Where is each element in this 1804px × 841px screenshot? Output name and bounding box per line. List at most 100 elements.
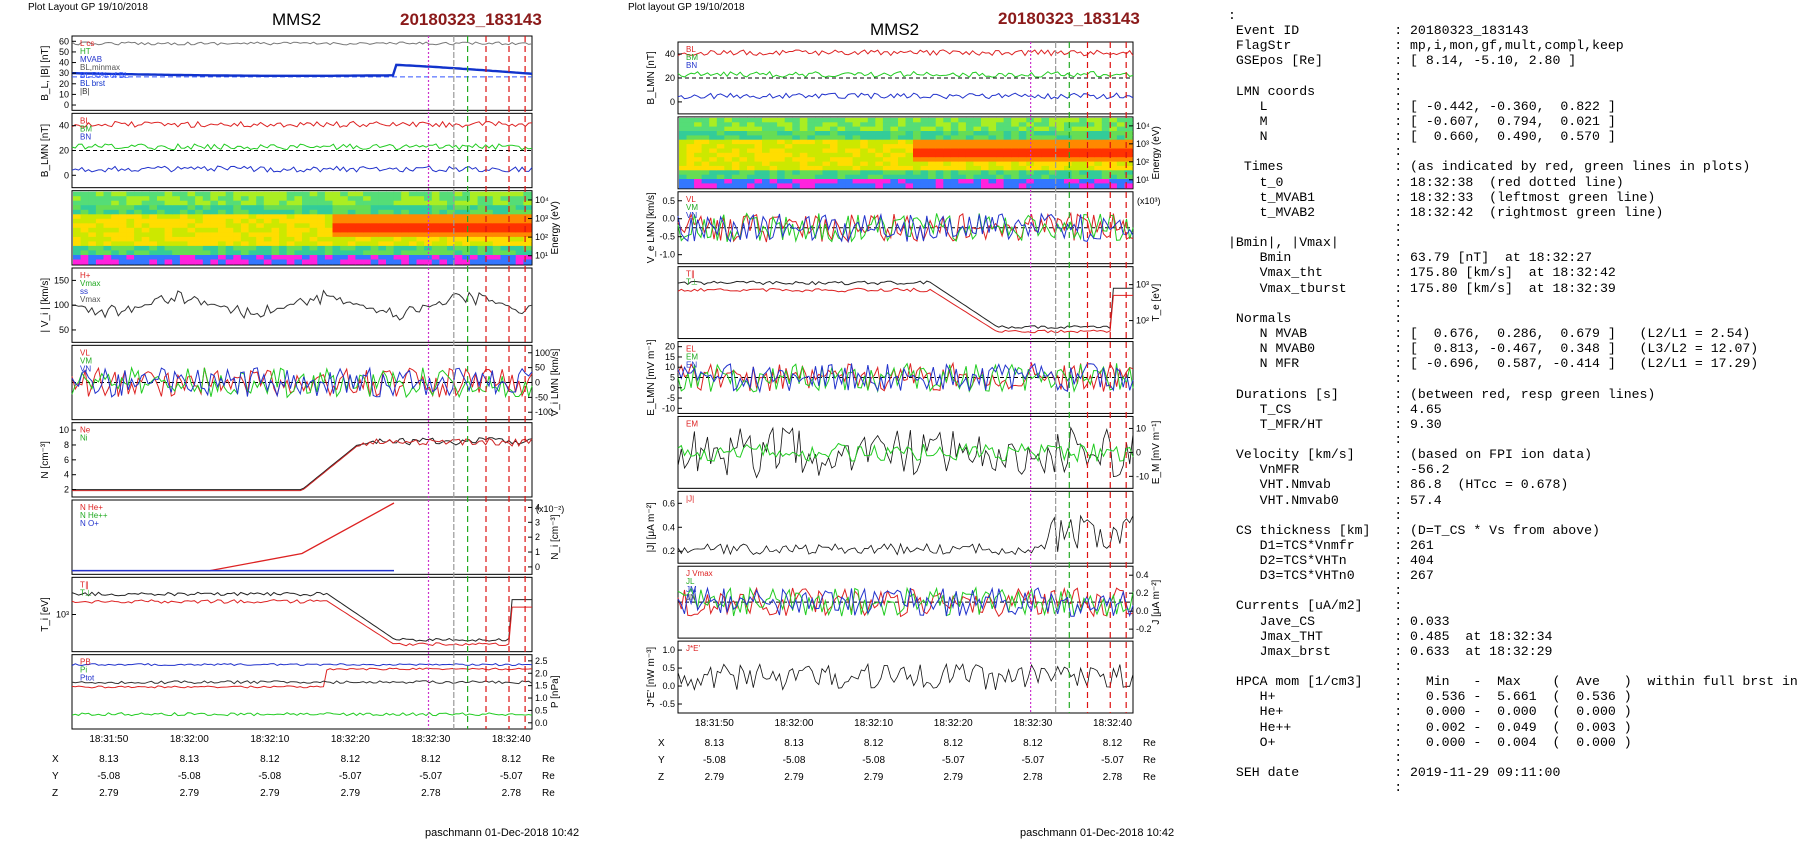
legend-entry: BL brst <box>80 79 106 88</box>
info-line: : <box>1228 749 1403 765</box>
info-line: N : [ 0.660, 0.490, 0.570 ] <box>1228 129 1616 145</box>
legend-entry: Pi <box>80 666 87 675</box>
y-tick-label: -0.5 <box>659 699 675 709</box>
y-tick-label: 10 <box>59 89 69 99</box>
y-axis-label: N_i [cm⁻³] <box>550 514 561 560</box>
left-time-tick: 18:32:40 <box>492 734 531 745</box>
info-line: Event ID : 20180323_183143 <box>1228 23 1529 39</box>
event-id-left: 20180323_183143 <box>400 10 542 29</box>
info-line: Durations [s] : (between red, resp green… <box>1228 386 1656 402</box>
y-tick-label: 10² <box>535 232 548 242</box>
left-orbit-value: -5.08 <box>258 771 281 782</box>
left-plot-title: Plot Layout GP 19/10/2018 <box>28 2 148 13</box>
y-tick-label: 1 <box>535 547 540 557</box>
left-time-tick: 18:32:00 <box>170 734 209 745</box>
panel-frame <box>71 267 533 343</box>
mid-orbit-unit: Re <box>1143 755 1156 766</box>
y-tick-label: -0.5 <box>659 232 675 242</box>
event-info-panel: : Event ID : 20180323_183143 FlagStr : m… <box>1228 8 1798 808</box>
info-line: Times : (as indicated by red, green line… <box>1228 159 1751 175</box>
info-line: L : [ -0.442, -0.360, 0.822 ] <box>1228 98 1616 114</box>
legend-entry: H+ <box>80 271 91 280</box>
info-line: VHT.Nmvab0 : 57.4 <box>1228 492 1442 508</box>
y-tick-label: 0.4 <box>662 522 675 532</box>
info-line: VHT.Nmvab : 86.8 (HTcc = 0.678) <box>1228 477 1569 493</box>
data-trace <box>71 120 533 129</box>
left-orbit-value: 2.79 <box>99 788 119 799</box>
info-line: CS thickness [km] : (D=T_CS * Vs from ab… <box>1228 522 1600 538</box>
info-line: : <box>1228 507 1403 523</box>
mid-orbit-value: -5.08 <box>703 755 726 766</box>
left-orbit-value: 2.79 <box>260 788 280 799</box>
left-orbit-unit: Re <box>542 771 555 782</box>
y-tick-label: 5 <box>670 373 675 383</box>
y-tick-label: 10² <box>1136 157 1149 167</box>
mid-panel-jmag: 0.2 0.4 0.6 |J| [μA m⁻²] |J| <box>646 490 1134 564</box>
y-tick-label: 0.2 <box>1136 588 1149 598</box>
y-tick-label: 0.5 <box>535 705 548 715</box>
left-orbit-value: 2.78 <box>421 788 441 799</box>
y-tick-label: -5 <box>667 393 675 403</box>
info-line: Vmax_tht : 175.80 [km/s] at 18:32:42 <box>1228 265 1616 281</box>
mid-orbit-value: 2.79 <box>705 772 725 783</box>
legend-entry: N He+ <box>80 503 103 512</box>
info-line: N MVAB0 : [ 0.813, -0.467, 0.348 ] (L3/L… <box>1228 341 1759 357</box>
mid-orbit-value: -5.08 <box>862 755 885 766</box>
legend-entry: Ne <box>80 426 91 435</box>
y-tick-label: 10⁴ <box>535 195 549 205</box>
info-line: : <box>1228 68 1403 84</box>
legend-entry: VM <box>686 203 698 212</box>
data-trace <box>677 514 1134 556</box>
left-time-tick: 18:32:10 <box>250 734 289 745</box>
legend-entry: ss <box>80 287 88 296</box>
y-axis-label: | V_i | [km/s] <box>40 278 51 333</box>
panel-frame <box>71 35 533 111</box>
y-tick-label: 0.6 <box>662 498 675 508</box>
y-axis-label: B_L, |B| [nT] <box>40 45 51 100</box>
data-trace <box>677 287 1133 334</box>
data-trace <box>677 426 1134 479</box>
info-line: He++ : 0.002 - 0.049 ( 0.003 ) <box>1228 719 1632 735</box>
info-line: N MVAB : [ 0.676, 0.286, 0.679 ] (L2/L1 … <box>1228 325 1751 341</box>
y-tick-label: 3 <box>535 517 540 527</box>
left-orbit-value: 8.13 <box>180 754 200 765</box>
panel-frame <box>71 654 533 730</box>
y-tick-label: 0 <box>64 170 69 180</box>
mid-orbit-value: 2.79 <box>944 772 964 783</box>
y-axis-label: P [nPa] <box>550 675 561 708</box>
left-orbit-value: -5.07 <box>339 771 362 782</box>
left-orbit-value: 8.13 <box>99 754 119 765</box>
info-line: Jmax_brst : 0.633 at 18:32:29 <box>1228 643 1553 659</box>
y-axis-label: Energy (eV) <box>550 201 561 254</box>
y-tick-label: 50 <box>59 47 69 57</box>
mid-time-tick: 18:32:30 <box>1013 718 1052 729</box>
mid-orbit-label: X <box>658 738 665 749</box>
y-tick-label: 10 <box>1136 423 1146 433</box>
info-line: D3=TCS*VHTn0 : 267 <box>1228 568 1434 584</box>
left-orbit-label: Y <box>52 771 59 782</box>
y-tick-label: 1.0 <box>662 645 675 655</box>
y-tick-label: 0.5 <box>662 196 675 206</box>
data-trace <box>71 143 533 151</box>
legend-entry: VN <box>80 364 91 373</box>
mid-panel-te: 10² 10³ T_e [eV] T∥T⊥ <box>677 266 1162 340</box>
data-trace <box>677 586 1134 617</box>
y-axis-label: V_e LMN [km/s] <box>646 192 657 263</box>
footer-mid: paschmann 01-Dec-2018 10:42 <box>1020 827 1174 839</box>
panel-frame <box>677 266 1134 340</box>
y-tick-label: 100 <box>54 300 69 310</box>
info-line: T_MFR/HT : 9.30 <box>1228 416 1442 432</box>
info-line: VnMFR : -56.2 <box>1228 462 1450 478</box>
info-line: N MFR : [ -0.696, 0.587, -0.414 ] (L2/L1… <box>1228 356 1759 372</box>
left-orbit-label: X <box>52 754 59 765</box>
y-tick-label: 2.0 <box>535 668 548 678</box>
mid-orbit-value: 8.13 <box>705 738 725 749</box>
y-tick-label: 15 <box>665 352 675 362</box>
legend-entry: BM <box>80 124 92 133</box>
data-trace <box>71 667 533 689</box>
y-tick-label: 0.5 <box>662 663 675 673</box>
